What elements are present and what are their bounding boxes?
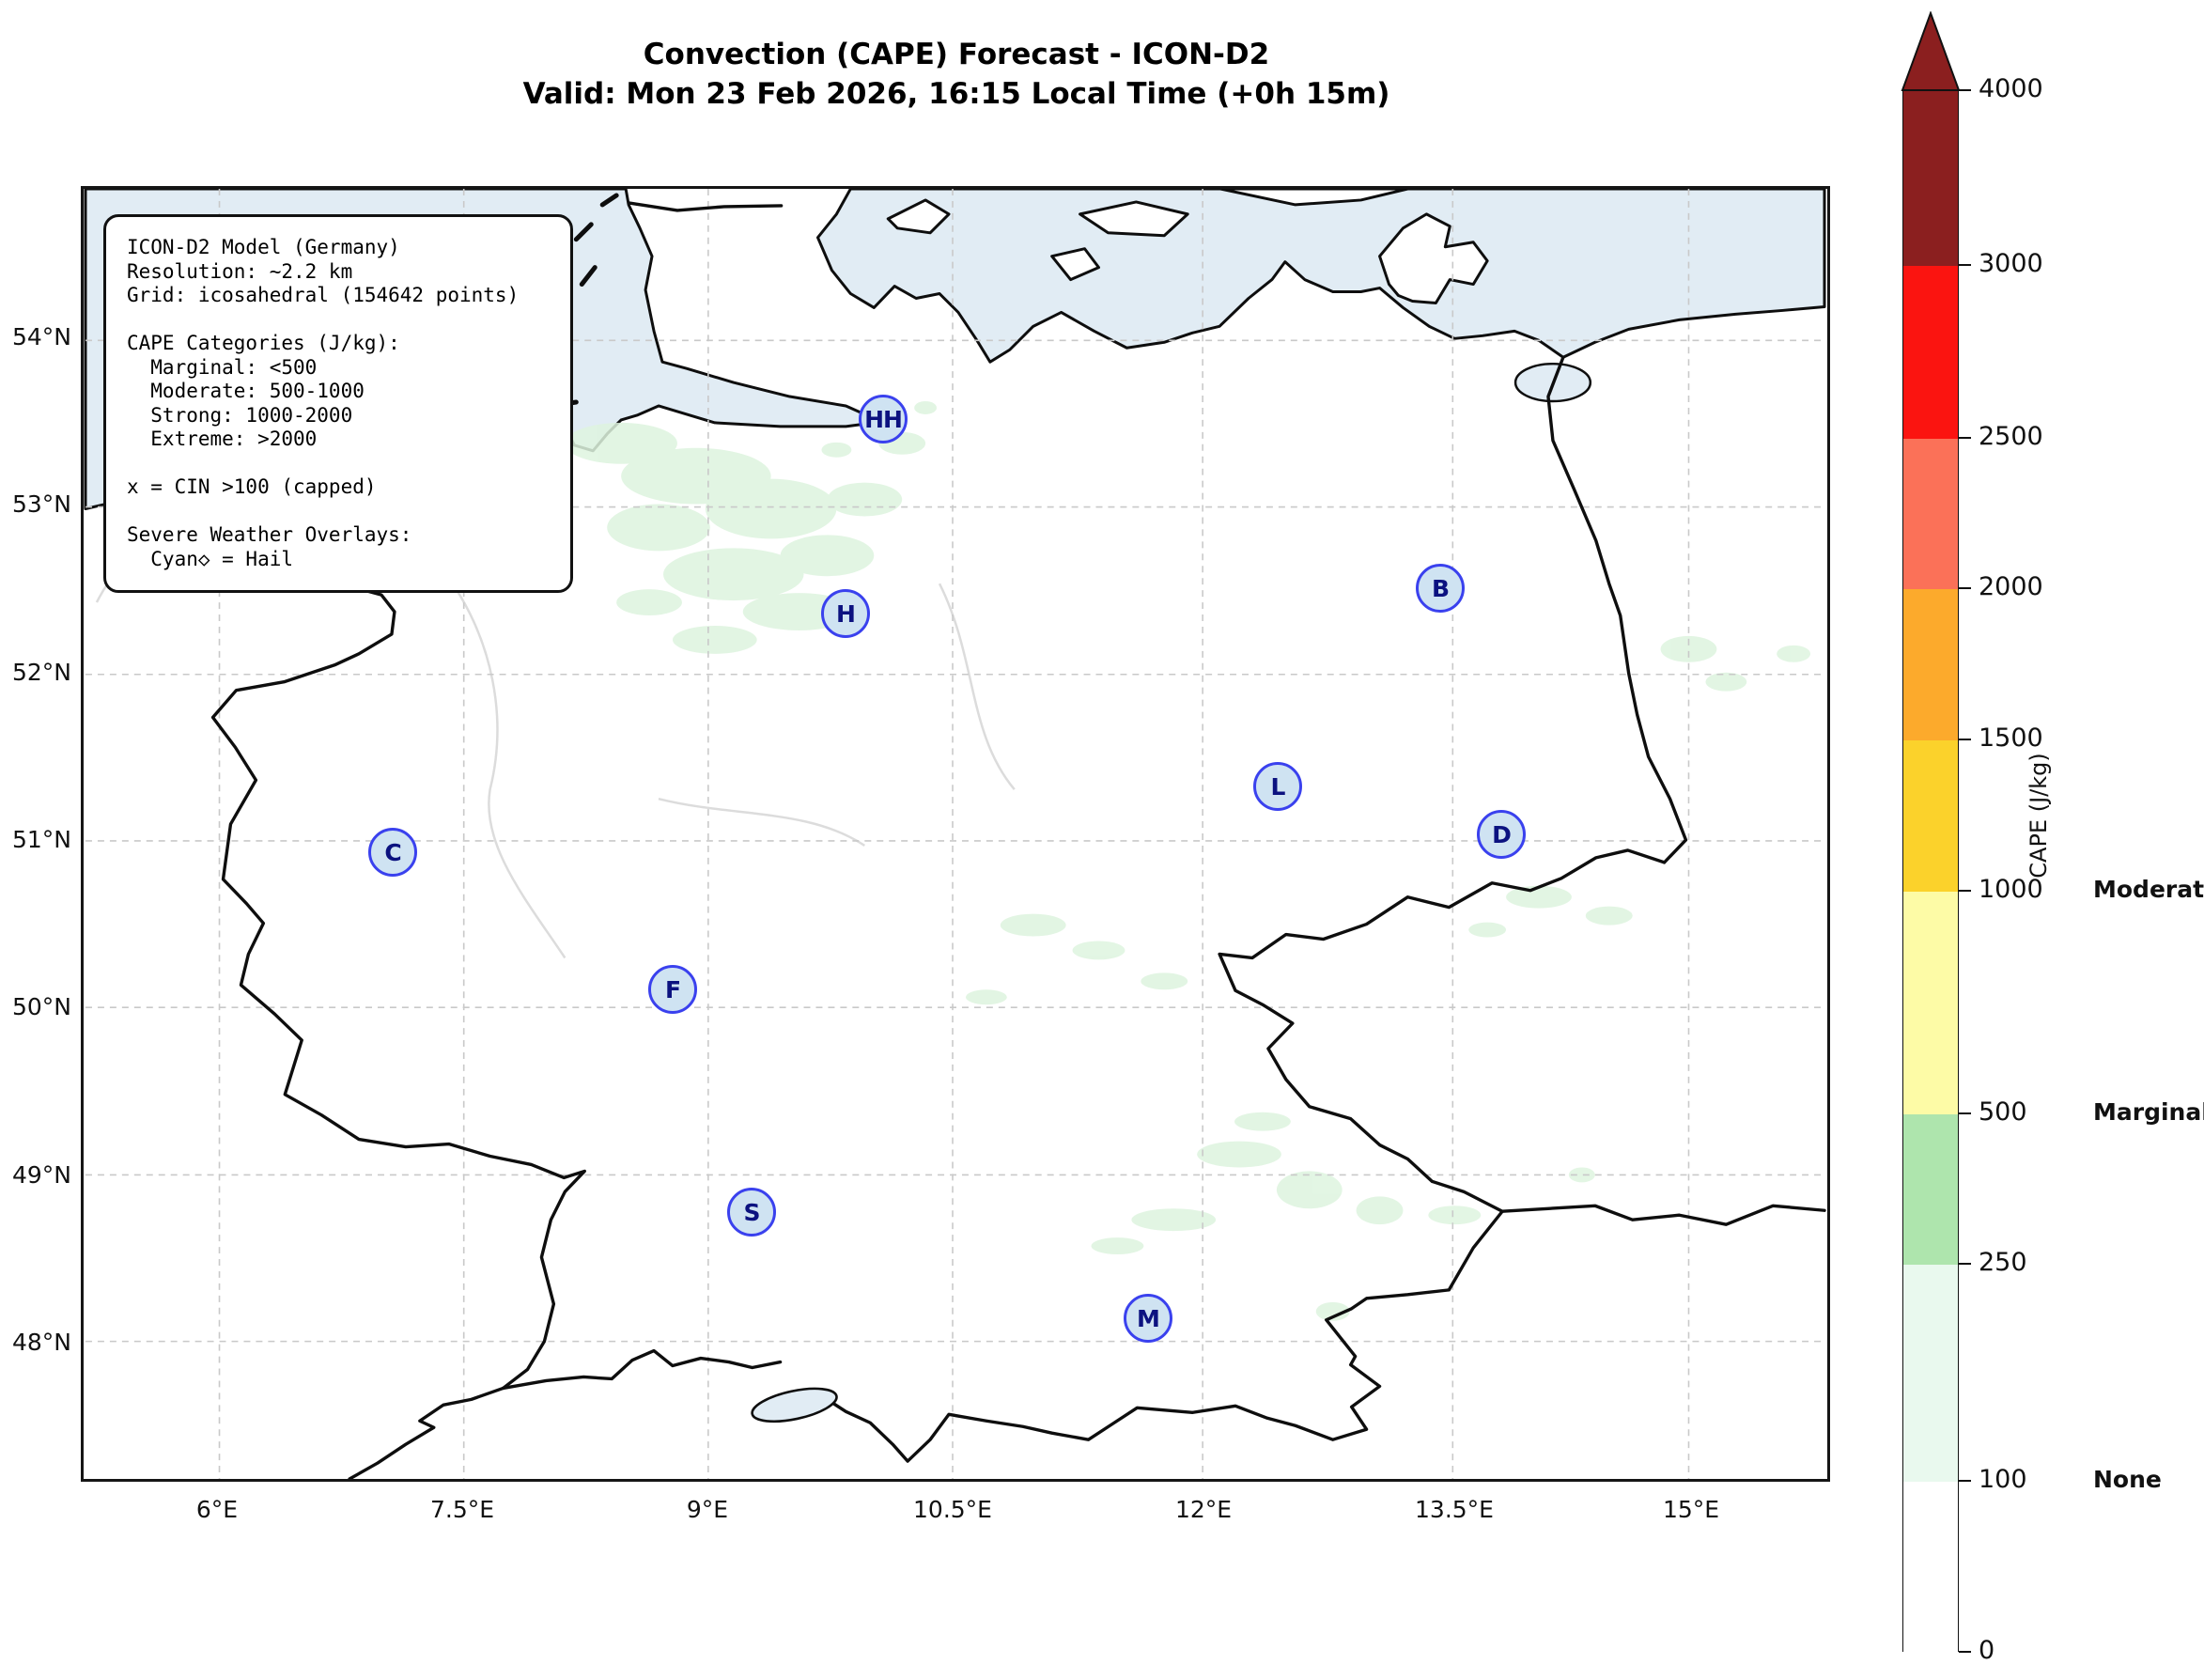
info-box-line: x = CIN >100 (capped) (127, 475, 377, 498)
city-marker-s: S (727, 1188, 776, 1237)
info-box-line (127, 308, 561, 333)
lat-tick-label: 51°N (11, 826, 71, 853)
lat-tick-label: 52°N (11, 659, 71, 686)
colorbar-segment (1903, 439, 1958, 589)
border-austria-czech (1500, 1204, 1826, 1226)
city-marker-hh: HH (859, 395, 908, 443)
info-box-line: Strong: 1000-2000 (127, 403, 353, 427)
colorbar-tick-mark (1959, 1263, 1971, 1266)
lon-tick-label: 6°E (195, 1496, 239, 1523)
baltic-sea (815, 189, 1826, 403)
info-box-line (127, 452, 561, 476)
colorbar-tick-mark (1959, 89, 1971, 92)
colorbar-category-none: None (2093, 1466, 2162, 1493)
info-box-line: Resolution: ~2.2 km (127, 259, 353, 283)
colorbar-tick-label: 3000 (1979, 249, 2043, 278)
lon-tick-label: 7.5°E (429, 1496, 495, 1523)
colorbar-segment (1903, 892, 1958, 1114)
city-marker-m: M (1124, 1294, 1172, 1343)
colorbar-segment (1903, 91, 1958, 266)
colorbar (1902, 90, 1959, 1653)
lon-tick-label: 10.5°E (913, 1496, 992, 1523)
colorbar-tick-label: 1500 (1979, 723, 2043, 753)
info-box-line: Extreme: >2000 (127, 428, 318, 450)
colorbar-tick-label: 2500 (1979, 422, 2043, 451)
info-box-line: ICON-D2 Model (Germany) (127, 236, 400, 258)
colorbar-category-moderate: Moderate (2093, 876, 2204, 903)
lat-tick-label: 49°N (11, 1161, 71, 1189)
colorbar-tick-label: 2000 (1979, 572, 2043, 601)
colorbar-segment (1903, 1114, 1958, 1265)
info-box-line (127, 500, 561, 524)
colorbar-tick-label: 0 (1979, 1636, 1995, 1665)
city-marker-b: B (1416, 564, 1465, 613)
lake-constance (751, 1387, 838, 1423)
lat-tick-label: 53°N (11, 490, 71, 518)
colorbar-segment (1903, 740, 1958, 892)
colorbar-extend-arrow (1901, 11, 1961, 91)
baltic-islands (886, 189, 1489, 304)
lon-tick-label: 13.5°E (1415, 1496, 1494, 1523)
colorbar-segment (1903, 1482, 1958, 1653)
info-box-line: Cyan◇ = Hail (127, 547, 294, 570)
colorbar-tick-mark (1959, 890, 1971, 893)
info-box-line: CAPE Categories (J/kg): (127, 332, 400, 354)
colorbar-tick-mark (1959, 264, 1971, 267)
city-marker-c: C (368, 828, 417, 877)
page-title: Convection (CAPE) Forecast - ICON-D2 (643, 38, 1270, 71)
colorbar-segment (1903, 589, 1958, 740)
border-poland (1546, 355, 1688, 864)
info-box-line: Grid: icosahedral (154642 points) (127, 284, 520, 306)
colorbar-tick-label: 500 (1979, 1097, 2027, 1127)
lon-tick-label: 12°E (1174, 1496, 1233, 1523)
colorbar-category-marginal: Marginal (2093, 1098, 2204, 1126)
colorbar-tick-mark (1959, 739, 1971, 741)
valid-time-subtitle: Valid: Mon 23 Feb 2026, 16:15 Local Time… (522, 77, 1390, 111)
colorbar-tick-label: 250 (1979, 1248, 2027, 1277)
colorbar-tick-label: 1000 (1979, 875, 2043, 904)
colorbar-segment (1903, 266, 1958, 439)
city-marker-d: D (1477, 810, 1526, 859)
colorbar-tick-mark (1959, 1480, 1971, 1483)
colorbar-axis-label: CAPE (J/kg) (2026, 753, 2052, 879)
border-swiss (501, 1348, 783, 1391)
colorbar-tick-label: 100 (1979, 1465, 2027, 1494)
colorbar-segment (1903, 1265, 1958, 1482)
colorbar-tick-label: 4000 (1979, 74, 2043, 103)
lat-tick-label: 48°N (11, 1329, 71, 1356)
colorbar-tick-mark (1959, 587, 1971, 590)
colorbar-tick-mark (1959, 1112, 1971, 1115)
info-box-line: Moderate: 500-1000 (127, 380, 365, 402)
info-box-line: Severe Weather Overlays: (127, 523, 412, 546)
border-austria (825, 1209, 1504, 1463)
border-czech (1218, 848, 1667, 1213)
city-marker-l: L (1253, 762, 1302, 811)
lon-tick-label: 9°E (686, 1496, 729, 1523)
info-box-line: Marginal: <500 (127, 355, 318, 379)
ruegen-island (1378, 212, 1489, 304)
graticule (85, 189, 1825, 1479)
city-marker-f: F (648, 965, 697, 1014)
lat-tick-label: 50°N (11, 993, 71, 1020)
colorbar-tick-mark (1959, 1651, 1971, 1654)
legend-info-box: ICON-D2 Model (Germany) Resolution: ~2.2 … (103, 214, 573, 593)
city-marker-h: H (821, 589, 870, 638)
lon-tick-label: 15°E (1662, 1496, 1720, 1523)
cape-shading-patches (565, 401, 1811, 1321)
border-denmark (627, 201, 784, 212)
lat-tick-label: 54°N (11, 323, 71, 350)
colorbar-tick-mark (1959, 437, 1971, 440)
